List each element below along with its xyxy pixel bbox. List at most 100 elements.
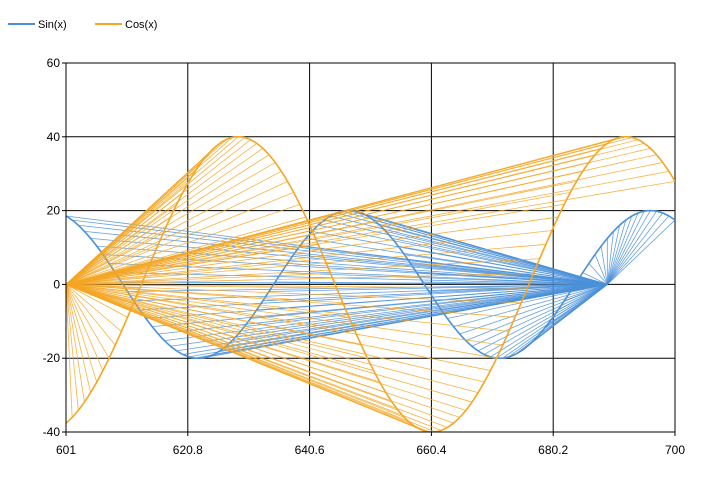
series-ray	[244, 284, 608, 328]
series-ray	[447, 284, 608, 319]
series-ray	[66, 180, 675, 285]
series-line	[66, 135, 675, 432]
series-ray	[545, 284, 608, 327]
series-ray	[78, 224, 608, 285]
series-ray	[281, 272, 608, 285]
data-point	[459, 395, 461, 397]
series-ray	[66, 284, 436, 432]
x-tick-label: 601	[56, 443, 76, 457]
series-ray	[66, 284, 356, 332]
data-point	[674, 191, 676, 193]
series-ray	[606, 231, 614, 285]
series-ray	[164, 284, 608, 341]
series-ray	[66, 137, 633, 285]
series-ray	[607, 210, 657, 285]
series-ray	[66, 284, 497, 359]
data-point	[114, 346, 116, 348]
series-ray	[66, 284, 454, 424]
series-ray	[385, 230, 608, 285]
series-ray	[238, 284, 608, 335]
data-point	[385, 236, 387, 238]
series-ray	[66, 272, 331, 285]
series-ray	[115, 272, 608, 285]
series-ray	[66, 284, 503, 346]
series-ray	[373, 219, 608, 285]
series-ray	[66, 191, 571, 285]
plot-area	[66, 135, 676, 432]
series-ray	[268, 284, 608, 292]
series-ray	[459, 284, 608, 335]
series-ray	[225, 284, 608, 347]
y-tick-label: 60	[47, 56, 61, 70]
series-ray	[606, 211, 645, 285]
data-point	[606, 136, 608, 138]
data-point	[533, 212, 535, 214]
data-point	[434, 293, 436, 295]
data-point	[262, 150, 264, 152]
series-ray	[594, 254, 608, 285]
y-tick-label: 0	[53, 277, 60, 291]
series-ray	[66, 258, 325, 285]
data-point	[631, 144, 633, 146]
series-ray	[66, 244, 546, 285]
data-point	[508, 355, 510, 357]
series-ray	[66, 148, 264, 285]
series-ray	[66, 284, 448, 428]
series-ray	[66, 162, 276, 285]
series-ray	[66, 258, 540, 285]
series-ray	[66, 180, 288, 285]
series-ray	[66, 284, 479, 393]
data-point	[631, 267, 633, 269]
series-ray	[66, 154, 270, 285]
series-ray	[66, 284, 374, 371]
data-point	[188, 162, 190, 164]
series-ray	[607, 212, 664, 285]
series-ray	[66, 272, 534, 285]
y-tick-label: 20	[47, 204, 61, 218]
series-ray	[398, 245, 608, 285]
series-ray	[293, 254, 608, 285]
series-ray	[557, 284, 608, 311]
data-point	[410, 263, 412, 265]
y-axis-tick-labels: 60 40 20 0 -20 -40	[43, 56, 61, 439]
data-point	[582, 325, 584, 327]
series-ray	[570, 284, 608, 292]
x-tick-label: 680.2	[538, 443, 568, 457]
plot-frame	[65, 63, 675, 433]
data-point	[139, 279, 141, 281]
series-ray	[66, 143, 257, 285]
series-ray	[66, 284, 522, 304]
data-point	[311, 249, 313, 251]
series-ray	[66, 284, 491, 371]
series-ray	[606, 225, 621, 285]
series-ray	[404, 254, 608, 285]
x-tick-label: 620.8	[173, 443, 203, 457]
series-ray	[66, 154, 657, 285]
data-point	[656, 174, 658, 176]
series-ray	[66, 170, 282, 285]
series-ray	[66, 284, 85, 403]
data-point	[483, 343, 485, 345]
series-ray	[66, 284, 509, 332]
series-ray	[606, 210, 651, 285]
data-point	[164, 351, 166, 353]
series-ray	[576, 281, 608, 285]
series-ray	[471, 284, 608, 347]
series-ray	[66, 284, 79, 411]
data-point	[656, 240, 658, 242]
series-ray	[66, 244, 159, 285]
y-tick-label: -40	[43, 425, 61, 439]
series-ray	[551, 284, 608, 319]
series-ray	[564, 284, 608, 302]
x-tick-label: 660.4	[416, 443, 446, 457]
legend-item-sin: Sin(x)	[8, 19, 67, 31]
series-ray	[66, 139, 227, 285]
series-ray	[606, 212, 639, 285]
data-point	[674, 227, 676, 229]
series-ray	[66, 284, 73, 418]
data-point	[557, 346, 559, 348]
series-ray	[66, 137, 245, 285]
legend-item-cos: Cos(x)	[95, 19, 157, 31]
series-sin	[66, 209, 676, 360]
data-point	[533, 356, 535, 358]
